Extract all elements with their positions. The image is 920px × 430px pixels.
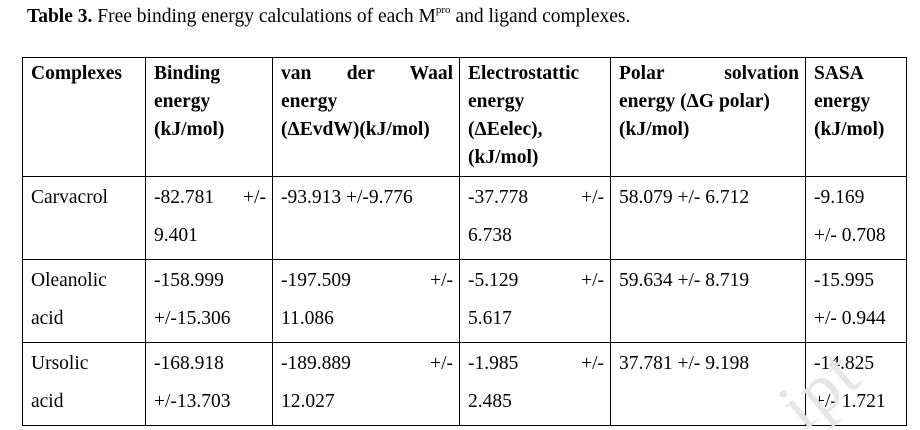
header-line: (kJ/mol) <box>154 119 225 140</box>
cell-line: -197.509 +/- <box>281 270 453 291</box>
cell-line: -93.913 +/-9.776 <box>281 187 413 208</box>
cell-vdw: -93.913 +/-9.776 <box>272 176 460 260</box>
cell-polar: 58.079 +/- 6.712 <box>610 176 806 260</box>
header-line: energy <box>468 91 525 112</box>
cell-line: -9.169 <box>814 187 865 208</box>
cell-line: 59.634 +/- 8.719 <box>619 270 750 291</box>
header-line: energy <box>814 91 871 112</box>
header-van-der-waal: van der Waal energy (ΔEvdW)(kJ/mol) <box>272 57 460 177</box>
cell-polar: 59.634 +/- 8.719 <box>610 259 806 343</box>
cell-line: 12.027 <box>281 391 335 412</box>
header-polar-solvation: Polar solvation energy (ΔG polar) (kJ/mo… <box>610 57 806 177</box>
table-caption: Table 3. Free binding energy calculation… <box>27 4 631 28</box>
cell-line: +/-13.703 <box>154 391 231 412</box>
cell-line: 6.738 <box>468 225 512 246</box>
cell-line: Ursolic <box>31 353 89 374</box>
header-line: energy <box>281 91 338 112</box>
header-electrostatic: Electrostattic energy (ΔEelec), (kJ/mol) <box>459 57 611 177</box>
cell-line: -189.889 +/- <box>281 353 453 374</box>
cell-line: -14.825 <box>814 353 875 374</box>
header-line: van der Waal <box>281 63 453 84</box>
cell-complex: Ursolic acid <box>22 342 146 426</box>
cell-line: -1.985 +/- <box>468 353 604 374</box>
cell-line: -15.995 <box>814 270 875 291</box>
header-line: (kJ/mol) <box>619 119 690 140</box>
cell-line: +/-15.306 <box>154 308 231 329</box>
cell-line: Oleanolic <box>31 270 107 291</box>
caption-text: Free binding energy calculations of each… <box>97 6 436 27</box>
cell-elec: -37.778 +/- 6.738 <box>459 176 611 260</box>
header-line: Polar solvation <box>619 63 799 84</box>
header-line: Electrostattic <box>468 63 580 84</box>
binding-energy-table: Complexes Binding energy (kJ/mol) van de… <box>22 57 907 426</box>
cell-line: 11.086 <box>281 308 334 329</box>
header-sasa: SASA energy (kJ/mol) <box>805 57 907 177</box>
cell-elec: -1.985 +/- 2.485 <box>459 342 611 426</box>
cell-polar: 37.781 +/- 9.198 <box>610 342 806 426</box>
cell-sasa: -9.169 +/- 0.708 <box>805 176 907 260</box>
cell-vdw: -189.889 +/- 12.027 <box>272 342 460 426</box>
header-line: Complexes <box>31 63 122 84</box>
cell-sasa: -14.825 +/- 1.721 <box>805 342 907 426</box>
header-line: (ΔEvdW)(kJ/mol) <box>281 119 430 140</box>
header-line: SASA <box>814 63 864 84</box>
cell-elec: -5.129 +/- 5.617 <box>459 259 611 343</box>
cell-line: +/- 1.721 <box>814 391 886 412</box>
table-row: Oleanolic acid -158.999 +/-15.306 -197.509… <box>22 259 907 343</box>
header-line: (ΔEelec), <box>468 119 543 140</box>
cell-binding: -82.781 +/- 9.401 <box>145 176 273 260</box>
cell-line: Carvacrol <box>31 187 108 208</box>
caption-label: Table 3. <box>27 6 93 27</box>
cell-binding: -168.918 +/-13.703 <box>145 342 273 426</box>
header-line: energy <box>154 91 211 112</box>
header-complexes: Complexes <box>22 57 146 177</box>
table-row: Ursolic acid -168.918 +/-13.703 -189.889 +… <box>22 342 907 426</box>
header-row: Complexes Binding energy (kJ/mol) van de… <box>22 57 907 177</box>
cell-line: 58.079 +/- 6.712 <box>619 187 750 208</box>
caption-superscript: pro <box>435 4 451 16</box>
cell-line: -37.778 +/- <box>468 187 604 208</box>
cell-line: -82.781 +/- <box>154 187 266 208</box>
cell-sasa: -15.995 +/- 0.944 <box>805 259 907 343</box>
cell-line: 2.485 <box>468 391 512 412</box>
cell-line: +/- 0.944 <box>814 308 886 329</box>
cell-complex: Carvacrol <box>22 176 146 260</box>
cell-complex: Oleanolic acid <box>22 259 146 343</box>
cell-line: -168.918 <box>154 353 224 374</box>
cell-line: -5.129 +/- <box>468 270 604 291</box>
cell-line: 9.401 <box>154 225 198 246</box>
cell-line: -158.999 <box>154 270 224 291</box>
cell-binding: -158.999 +/-15.306 <box>145 259 273 343</box>
cell-line: acid <box>31 308 64 329</box>
header-line: (kJ/mol) <box>468 147 539 168</box>
cell-line: +/- 0.708 <box>814 225 886 246</box>
cell-line: 5.617 <box>468 308 512 329</box>
header-line: Binding <box>154 63 221 84</box>
header-line: (kJ/mol) <box>814 119 885 140</box>
cell-vdw: -197.509 +/- 11.086 <box>272 259 460 343</box>
cell-line: 37.781 +/- 9.198 <box>619 353 750 374</box>
table-row: Carvacrol -82.781 +/- 9.401 -93.913 +/-9.… <box>22 176 907 260</box>
cell-line: acid <box>31 391 64 412</box>
header-binding-energy: Binding energy (kJ/mol) <box>145 57 273 177</box>
header-line: energy (ΔG polar) <box>619 91 770 112</box>
caption-text-end: and ligand complexes. <box>450 6 631 27</box>
